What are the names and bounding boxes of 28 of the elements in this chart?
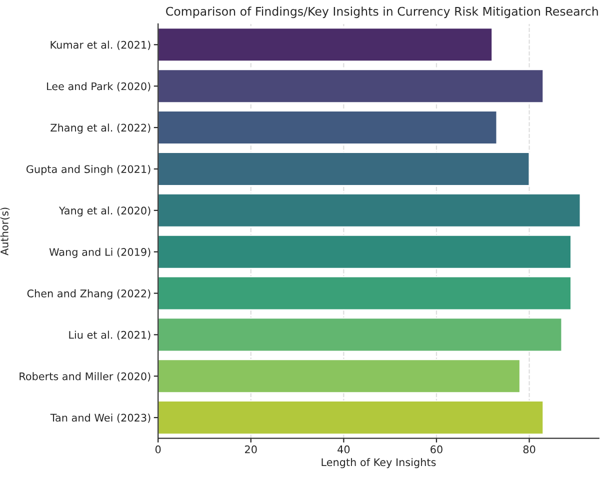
y-tick-label: Wang and Li (2019) xyxy=(49,248,150,258)
bar xyxy=(158,110,498,145)
bar xyxy=(158,400,544,435)
y-tick-label: Yang et al. (2020) xyxy=(58,206,150,217)
x-tick-label: 40 xyxy=(338,445,350,454)
y-tick-label: Gupta and Singh (2021) xyxy=(26,165,150,176)
bar xyxy=(158,234,572,269)
y-axis-title: Author(s) xyxy=(0,208,10,256)
x-axis-title: Length of Key Insights xyxy=(322,458,436,468)
chart-title: Comparison of Findings/Key Insights in Currency Risk Mitigation Research xyxy=(166,6,598,18)
x-tick-label: 60 xyxy=(430,445,442,454)
y-tick-label: Chen and Zhang (2022) xyxy=(27,289,150,300)
y-tick-label: Lee and Park (2020) xyxy=(47,82,150,92)
bar xyxy=(158,318,562,352)
y-tick-label: Liu et al. (2021) xyxy=(69,330,150,340)
bar xyxy=(158,193,581,228)
y-tick-label: Roberts and Miller (2020) xyxy=(20,372,150,382)
y-tick-label: Zhang et al. (2022) xyxy=(50,124,150,134)
bar xyxy=(158,28,493,62)
bar xyxy=(158,276,572,310)
y-tick-label: Kumar et al. (2021) xyxy=(50,40,150,50)
bar xyxy=(158,359,521,394)
y-tick-label: Tan and Wei (2023) xyxy=(50,414,150,423)
bar xyxy=(158,68,544,104)
x-tick-label: 20 xyxy=(245,445,257,454)
bar xyxy=(158,152,530,186)
x-tick-label: 0 xyxy=(155,445,161,454)
x-tick-label: 80 xyxy=(523,445,536,454)
